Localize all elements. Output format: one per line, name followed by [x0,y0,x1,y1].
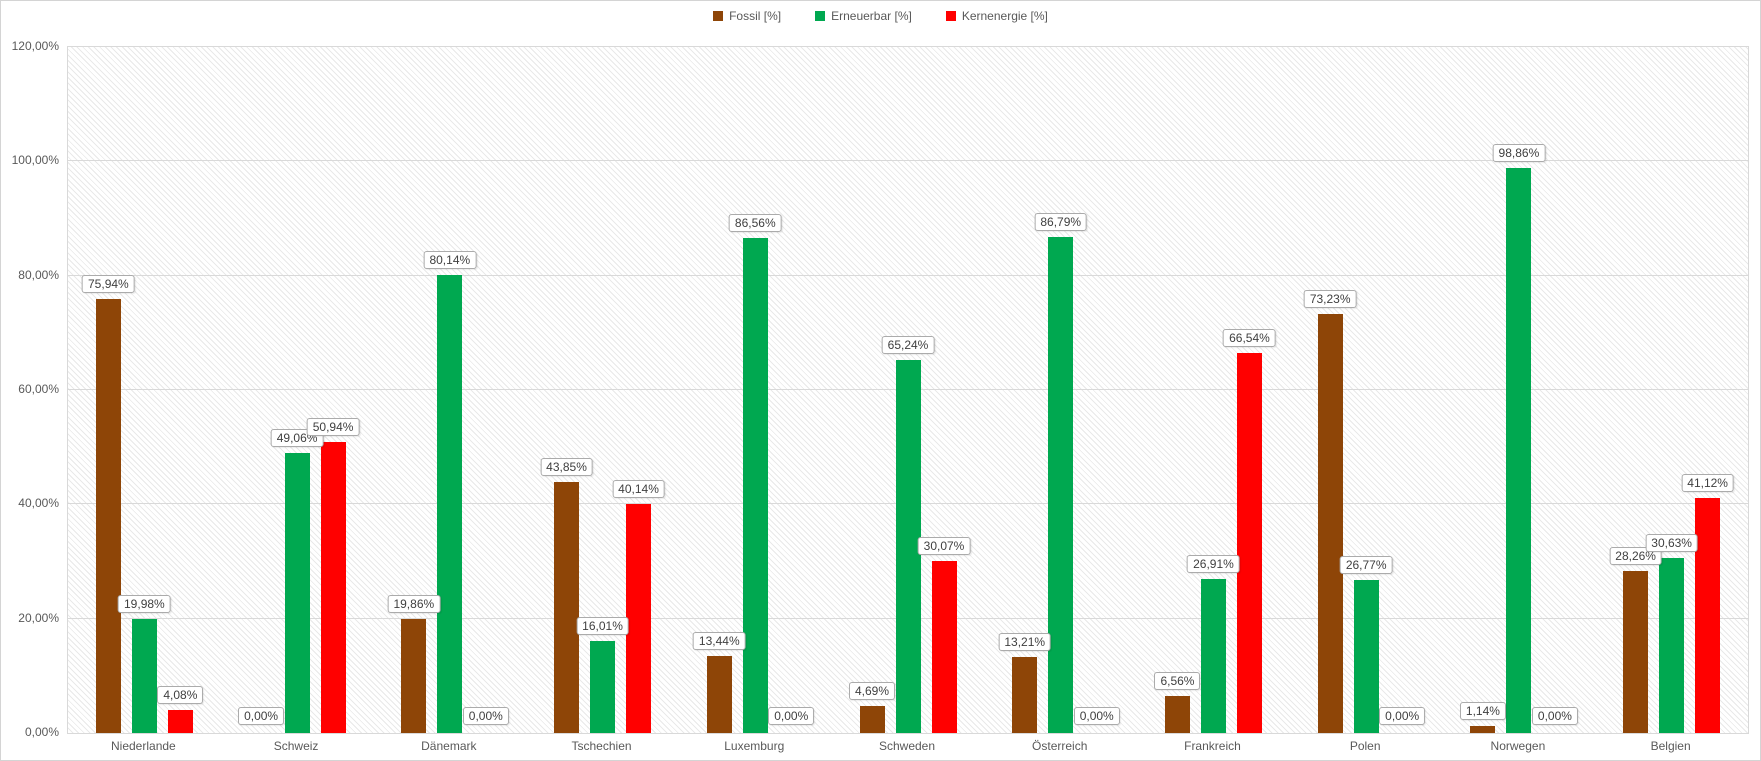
bar [1353,579,1379,733]
y-axis-tick-label: 120,00% [11,39,59,53]
y-axis-tick-label: 60,00% [18,382,59,396]
bar-value-label: 80,14% [423,250,477,269]
x-axis-label: Belgien [1650,739,1691,753]
bar [1317,314,1343,733]
bar-value-label: 40,14% [612,479,665,498]
x-axis-label: Luxemburg [724,739,785,753]
bar-value-label: 4,69% [848,682,896,701]
bar-value-label: 86,56% [728,214,782,233]
legend-label: Erneuerbar [%] [831,9,912,23]
x-axis-label: Niederlande [111,739,176,753]
bar [742,238,768,733]
bar [284,452,310,733]
bar-value-label: 19,98% [118,594,171,613]
x-axis: Niederlande Schweiz Dänemark Tschechien Luxe… [67,739,1747,759]
bar [1470,726,1496,733]
bar-value-label: 50,94% [306,417,360,436]
bar [1012,657,1038,733]
bar [1659,557,1685,733]
bar-value-label: 0,00% [238,707,285,725]
bar-value-label: 66,54% [1223,328,1276,347]
bar [1164,695,1190,733]
bar [1506,167,1532,733]
bar [554,482,580,733]
bar-value-label: 16,01% [576,617,629,636]
bar-value-label: 0,00% [1073,707,1120,725]
legend-label: Kernenergie [%] [961,9,1048,23]
bar [895,360,921,733]
x-axis-label: Dänemark [421,739,477,753]
y-axis-tick-label: 100,00% [11,153,59,168]
x-axis-label: Österreich [1032,739,1088,753]
x-axis-label: Norwegen [1490,739,1546,753]
legend-item: Fossil [%] [713,9,781,23]
bar-value-label: 98,86% [1492,143,1546,162]
x-axis-label: Polen [1349,739,1381,753]
bar-value-label: 0,00% [1531,707,1578,725]
bar [1048,236,1074,733]
bar [167,709,193,733]
gridline [68,274,1748,276]
x-axis-label: Schweiz [273,739,319,753]
legend-swatch-icon [945,11,956,21]
x-axis-label: Tschechien [571,739,632,753]
bar-value-label: 0,00% [1379,707,1426,725]
bar [1695,497,1721,733]
bar [626,503,652,733]
bar [859,706,885,733]
bar-value-label: 65,24% [881,336,935,355]
bar-value-label: 41,12% [1681,473,1734,492]
bar-value-label: 6,56% [1154,671,1201,690]
bar-value-label: 43,85% [540,458,593,477]
bar-value-label: 1,14% [1459,702,1506,721]
legend-item: Kernenergie [%] [945,9,1048,23]
bar [1200,579,1226,733]
y-axis-tick-label: 80,00% [18,267,59,282]
bar-value-label: 30,63% [1645,533,1698,552]
bar [1236,352,1262,733]
bar-value-label: 75,94% [82,274,135,293]
bar-value-label: 13,44% [692,632,746,651]
bar [706,656,732,733]
legend-label: Fossil [%] [729,9,782,23]
bar [931,561,957,733]
gridline [68,160,1748,162]
y-axis-tick-label: 40,00% [18,496,59,511]
bar-value-label: 73,23% [1303,290,1357,309]
bar-value-label: 0,00% [462,707,509,725]
y-axis-tick-label: 20,00% [18,610,59,625]
bar-value-label: 28,26% [1609,547,1662,566]
bar-value-label: 4,08% [157,685,204,704]
plot-area: 75,94% 19,98% 4,08% 0,00% 49,06% 50,94% 19,86%… [67,46,1749,734]
bar [131,618,157,733]
bar [320,441,346,733]
bar [1623,571,1649,733]
x-axis-label: Frankreich [1184,739,1241,753]
bar [590,641,616,733]
bar-value-label: 0,00% [768,707,815,725]
bar-value-label: 30,07% [917,537,971,556]
bar-value-label: 19,86% [387,595,441,614]
bar [401,619,427,733]
bar-value-label: 26,91% [1187,555,1240,574]
bar-value-label: 86,79% [1034,212,1088,231]
bar-value-label: 13,21% [998,633,1052,652]
y-axis-tick-label: 0,00% [24,725,59,739]
bar [437,274,463,733]
legend-item: Erneuerbar [%] [815,9,912,23]
bar [95,298,121,733]
legend-swatch-icon [815,11,826,21]
y-axis: 0,00% 20,00% 40,00% 60,00% 80,00% 100,00% 120,… [1,39,59,739]
bar-value-label: 26,77% [1339,555,1393,574]
legend-swatch-icon [713,11,724,21]
x-axis-label: Schweden [878,739,936,753]
chart-legend: Fossil [%] Erneuerbar [%] Kernenergie [%] [1,9,1760,23]
